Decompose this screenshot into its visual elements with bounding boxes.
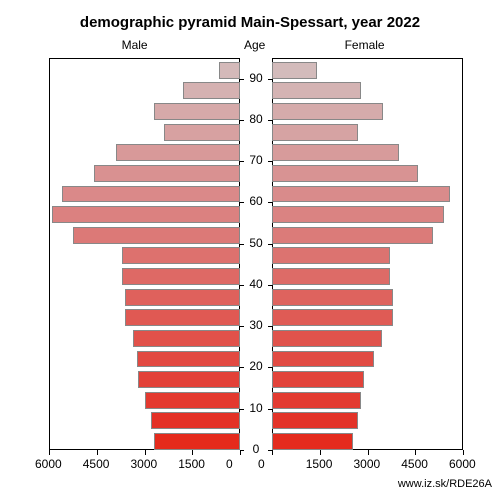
label-male: Male: [122, 38, 148, 52]
female-bar: [272, 103, 383, 120]
female-bar: [272, 186, 450, 203]
male-bar: [125, 309, 240, 326]
age-tick-label: 90: [240, 71, 272, 85]
age-tick-label: 60: [240, 194, 272, 208]
watermark: www.iz.sk/RDE26A: [398, 478, 492, 490]
female-bar: [272, 268, 390, 285]
label-female: Female: [345, 38, 385, 52]
x-tick-label: 3000: [354, 457, 381, 471]
x-tick: [463, 450, 464, 455]
male-bar: [219, 62, 240, 79]
male-bar: [145, 392, 241, 409]
female-bar: [272, 330, 382, 347]
female-bar: [272, 412, 358, 429]
male-bar: [138, 371, 240, 388]
male-bar: [122, 247, 240, 264]
x-tick: [145, 450, 146, 455]
female-bar: [272, 309, 393, 326]
age-tick-label: 50: [240, 236, 272, 250]
age-tick-label: 70: [240, 153, 272, 167]
female-bar: [272, 247, 390, 264]
female-bar: [272, 289, 393, 306]
male-bar: [62, 186, 240, 203]
male-bar: [164, 124, 240, 141]
male-bar: [94, 165, 240, 182]
female-bar: [272, 433, 353, 450]
female-bar: [272, 206, 444, 223]
x-tick-label: 1500: [178, 457, 205, 471]
male-bar: [116, 144, 240, 161]
x-tick-label: 3000: [131, 457, 158, 471]
x-tick-label: 6000: [35, 457, 62, 471]
male-bar: [154, 103, 240, 120]
x-tick-label: 6000: [449, 457, 476, 471]
x-tick-label: 4500: [83, 457, 110, 471]
female-bar: [272, 371, 364, 388]
x-tick-label: 4500: [401, 457, 428, 471]
age-tick-label: 20: [240, 359, 272, 373]
male-bar: [137, 351, 240, 368]
x-tick-label: 0: [258, 457, 265, 471]
age-tick-label: 30: [240, 318, 272, 332]
x-tick: [415, 450, 416, 455]
female-bar: [272, 144, 399, 161]
x-tick: [320, 450, 321, 455]
female-bar: [272, 351, 374, 368]
x-tick: [49, 450, 50, 455]
male-bar: [73, 227, 240, 244]
age-tick-label: 0: [240, 442, 272, 456]
male-bar: [154, 433, 240, 450]
x-tick: [272, 450, 273, 455]
male-bar: [151, 412, 240, 429]
female-bar: [272, 82, 361, 99]
female-bar: [272, 124, 358, 141]
male-bar: [125, 289, 240, 306]
female-bar: [272, 392, 361, 409]
age-tick-label: 40: [240, 277, 272, 291]
female-bar: [272, 227, 433, 244]
x-tick-label: 0: [226, 457, 233, 471]
male-bar: [52, 206, 240, 223]
label-age: Age: [244, 38, 265, 52]
female-bar: [272, 62, 317, 79]
male-bar: [122, 268, 240, 285]
x-tick: [368, 450, 369, 455]
male-bar: [133, 330, 240, 347]
chart-title: demographic pyramid Main-Spessart, year …: [0, 14, 500, 31]
x-tick-label: 1500: [306, 457, 333, 471]
chart-container: { "labels": { "title": "demographic pyra…: [0, 0, 500, 500]
x-tick: [97, 450, 98, 455]
age-tick-label: 10: [240, 401, 272, 415]
age-tick-label: 80: [240, 112, 272, 126]
female-bar: [272, 165, 418, 182]
male-bar: [183, 82, 240, 99]
x-tick: [192, 450, 193, 455]
